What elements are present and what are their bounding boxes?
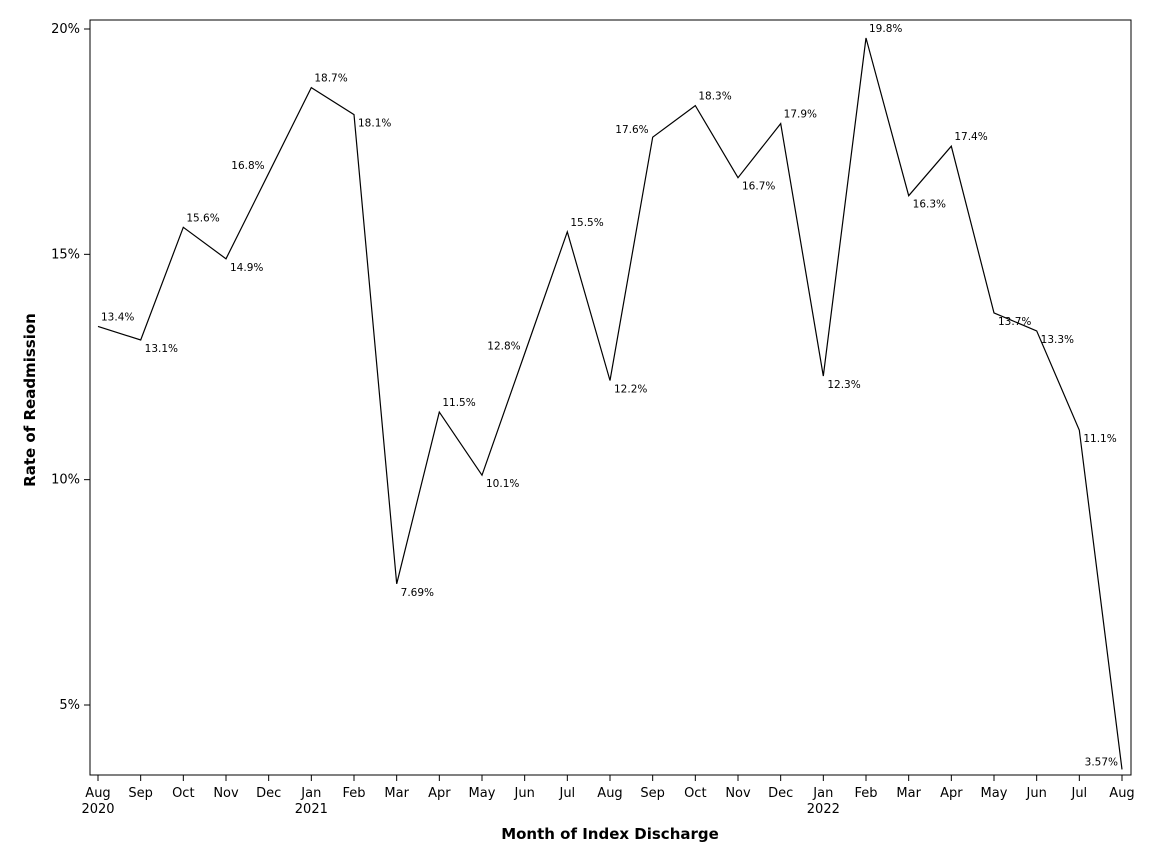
data-label: 16.3% bbox=[913, 199, 946, 211]
data-label: 17.9% bbox=[784, 109, 817, 121]
data-label: 7.69% bbox=[401, 587, 434, 599]
x-tick-label: Sep bbox=[128, 786, 153, 801]
data-label: 12.2% bbox=[614, 384, 647, 396]
y-axis: 5% 10% 15% 20% bbox=[51, 22, 90, 713]
data-label: 16.8% bbox=[231, 160, 264, 172]
data-label: 11.5% bbox=[442, 397, 475, 409]
data-label: 13.7% bbox=[998, 316, 1031, 328]
series-line bbox=[97, 37, 1123, 770]
y-axis-title: Rate of Readmission bbox=[21, 313, 39, 487]
data-label: 14.9% bbox=[230, 262, 263, 274]
data-labels: 13.4% 13.1% 15.6% 14.9% 16.8% 18.7% 18.1% 7.69%… bbox=[101, 23, 1118, 768]
x-axis-title: Month of Index Discharge bbox=[501, 825, 719, 843]
data-label: 18.3% bbox=[698, 91, 731, 103]
data-label: 11.1% bbox=[1083, 433, 1116, 445]
data-label: 13.3% bbox=[1041, 334, 1074, 346]
x-tick-label: Jan bbox=[812, 786, 833, 801]
x-tick-label: Dec bbox=[256, 786, 281, 801]
x-tick-label: May bbox=[469, 786, 496, 801]
x-tick-label: Mar bbox=[384, 786, 409, 801]
data-label: 16.7% bbox=[742, 181, 775, 193]
data-label: 12.8% bbox=[487, 340, 520, 352]
x-tick-label: Apr bbox=[428, 786, 451, 801]
x-tick-label: Jul bbox=[1070, 786, 1087, 801]
y-tick-label: 15% bbox=[51, 247, 80, 262]
data-label: 3.57% bbox=[1085, 756, 1118, 768]
x-year-label: 2020 bbox=[81, 802, 114, 817]
data-label: 19.8% bbox=[869, 23, 902, 35]
x-tick-label: Jun bbox=[514, 786, 535, 801]
x-year-label: 2022 bbox=[807, 802, 840, 817]
data-label: 12.3% bbox=[827, 379, 860, 391]
x-year-label: 2021 bbox=[295, 802, 328, 817]
x-tick-label: Jun bbox=[1026, 786, 1047, 801]
x-tick-label: May bbox=[981, 786, 1008, 801]
x-tick-label: Nov bbox=[725, 786, 751, 801]
x-tick-label: Mar bbox=[896, 786, 921, 801]
x-tick-label: Aug bbox=[85, 786, 110, 801]
data-label: 18.7% bbox=[314, 73, 347, 85]
x-tick-label: Aug bbox=[1109, 786, 1134, 801]
x-tick-label: Oct bbox=[684, 786, 706, 801]
x-tick-label: Nov bbox=[213, 786, 239, 801]
x-tick-label: Feb bbox=[854, 786, 877, 801]
x-tick-label: Feb bbox=[342, 786, 365, 801]
x-tick-label: Oct bbox=[172, 786, 194, 801]
data-label: 17.6% bbox=[615, 124, 648, 136]
y-tick-label: 10% bbox=[51, 473, 80, 488]
y-tick-label: 20% bbox=[51, 22, 80, 37]
y-tick-label: 5% bbox=[59, 698, 80, 713]
data-label: 10.1% bbox=[486, 478, 519, 490]
data-label: 13.4% bbox=[101, 311, 134, 323]
x-tick-label: Apr bbox=[940, 786, 963, 801]
x-tick-label: Jul bbox=[558, 786, 575, 801]
data-label: 18.1% bbox=[358, 118, 391, 130]
x-tick-label: Sep bbox=[640, 786, 665, 801]
data-label: 15.6% bbox=[186, 212, 219, 224]
data-label: 13.1% bbox=[145, 343, 178, 355]
x-tick-label: Dec bbox=[768, 786, 793, 801]
data-label: 17.4% bbox=[954, 131, 987, 143]
x-tick-label: Jan bbox=[300, 786, 321, 801]
x-tick-label: Aug bbox=[597, 786, 622, 801]
data-label: 15.5% bbox=[570, 217, 603, 229]
